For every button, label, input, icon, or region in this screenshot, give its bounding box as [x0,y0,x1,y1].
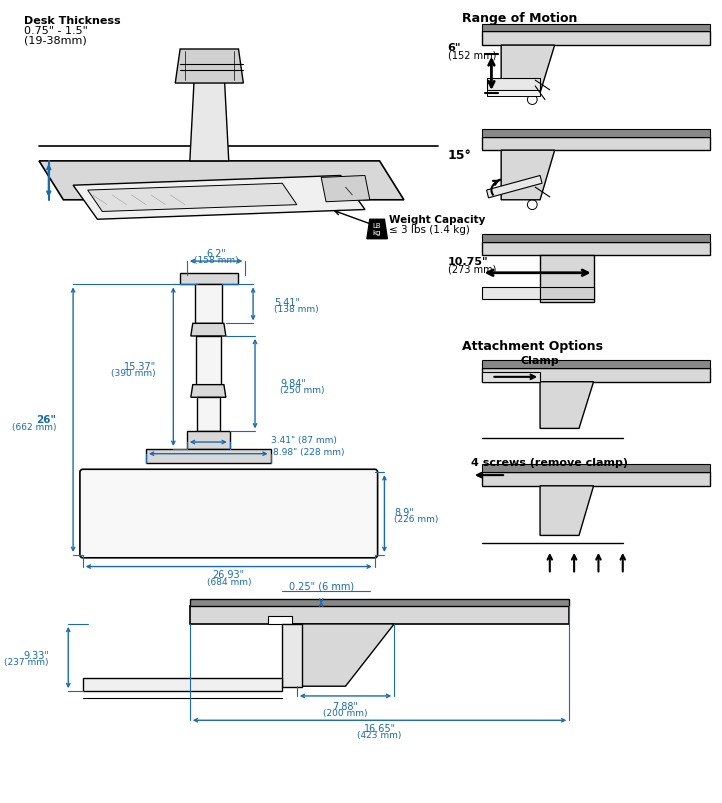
Bar [122,492,131,499]
Bar [482,129,710,137]
Bar [482,465,710,473]
Polygon shape [175,50,243,84]
Circle shape [528,96,537,105]
Bar [482,361,710,369]
Bar [190,607,569,624]
Text: (423 mm): (423 mm) [357,731,401,740]
Text: 7.88": 7.88" [333,701,359,711]
Bar [482,369,710,382]
Bar [487,79,540,91]
Polygon shape [321,176,370,202]
Text: 10.75": 10.75" [448,257,488,267]
Bar [180,273,238,285]
Text: Range of Motion: Range of Motion [462,12,578,26]
Bar [190,599,569,607]
Text: (138 mm): (138 mm) [274,305,319,314]
Text: (662 mm): (662 mm) [12,422,56,431]
Bar [268,617,292,624]
Bar [282,624,302,687]
Text: 6.2": 6.2" [206,249,226,259]
Text: (200 mm): (200 mm) [323,708,367,717]
Polygon shape [87,184,297,212]
Text: (237 mm): (237 mm) [4,658,49,666]
Text: Desk Thickness: Desk Thickness [25,16,121,26]
Bar [146,450,271,464]
Polygon shape [487,176,542,198]
Bar [83,473,375,555]
Text: (273 mm): (273 mm) [448,264,496,275]
Text: 4 screws (remove clamp): 4 screws (remove clamp) [471,458,628,468]
Bar [482,32,710,46]
Text: 0.25" (6 mm): 0.25" (6 mm) [289,581,354,590]
Polygon shape [190,69,229,161]
Polygon shape [540,382,593,429]
Polygon shape [540,256,593,303]
Bar [195,285,222,324]
Text: (226 mm): (226 mm) [394,515,438,524]
Text: 9.84": 9.84" [280,378,306,388]
Bar [482,234,710,243]
Bar [482,373,540,382]
Bar [196,397,220,432]
Bar [122,516,131,524]
Polygon shape [287,624,394,687]
Polygon shape [501,151,554,201]
Bar [482,25,710,32]
Text: 8.98" (228 mm): 8.98" (228 mm) [272,448,344,457]
Text: 26": 26" [37,414,56,424]
Bar [482,137,710,151]
Text: (390 mm): (390 mm) [111,369,156,378]
Polygon shape [39,161,404,201]
Bar [482,288,540,300]
Text: 0.75" - 1.5": 0.75" - 1.5" [25,26,88,35]
Polygon shape [73,176,365,220]
Text: (19-38mm): (19-38mm) [25,35,87,45]
Text: 9.33": 9.33" [23,650,49,660]
Text: Weight Capacity: Weight Capacity [389,215,486,225]
Bar [187,432,230,450]
Bar [540,288,593,300]
Circle shape [293,665,301,673]
Text: 16.65": 16.65" [363,724,396,733]
Polygon shape [540,486,593,536]
Text: 6": 6" [448,43,461,53]
Text: (152 mm): (152 mm) [448,51,496,61]
Bar [196,336,221,385]
Text: 26.93": 26.93" [213,569,245,580]
Polygon shape [191,324,226,336]
Circle shape [528,201,537,210]
Text: (250 mm): (250 mm) [280,385,325,394]
Text: 5.41": 5.41" [274,298,300,308]
Bar [482,473,710,486]
Polygon shape [367,220,387,239]
Bar [161,516,170,524]
Text: ≤ 3 lbs (1.4 kg): ≤ 3 lbs (1.4 kg) [389,225,470,234]
Text: Attachment Options: Attachment Options [462,340,604,353]
Text: 15°: 15° [448,149,471,161]
Text: (158 mm): (158 mm) [193,255,238,264]
Text: LB
kg: LB kg [373,223,381,236]
Polygon shape [191,385,226,397]
Text: (684 mm): (684 mm) [206,577,251,586]
Text: 8.9": 8.9" [394,507,414,517]
Polygon shape [83,679,282,691]
Text: Clamp: Clamp [521,356,560,366]
Bar [482,243,710,256]
Bar [487,91,540,96]
FancyBboxPatch shape [80,470,378,558]
Text: 15.37": 15.37" [123,361,156,372]
Text: 3.41" (87 mm): 3.41" (87 mm) [271,435,336,444]
Bar [161,492,170,499]
Polygon shape [501,46,554,94]
